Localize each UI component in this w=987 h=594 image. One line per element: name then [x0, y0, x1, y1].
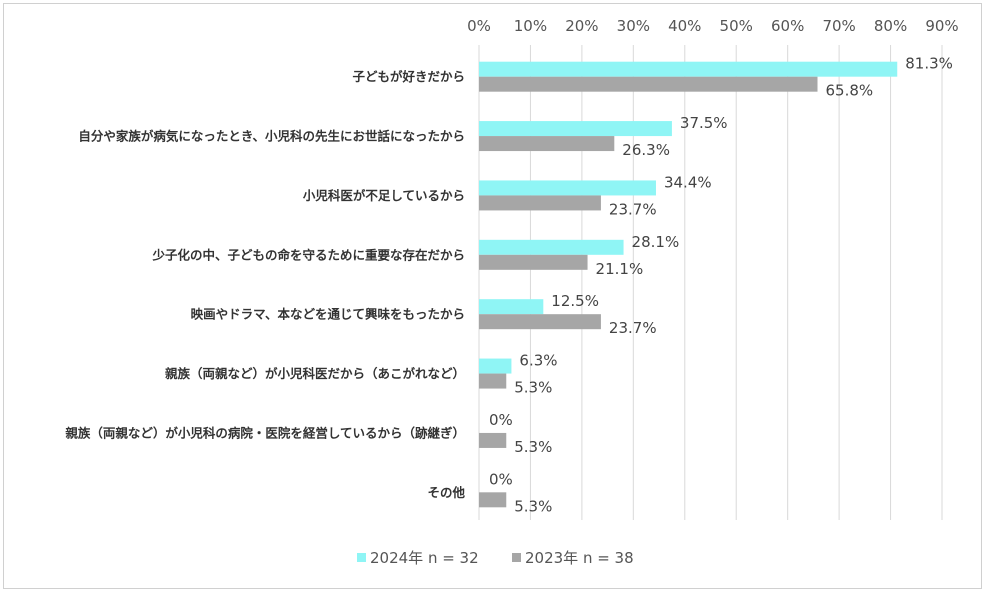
data-label: 0%	[489, 470, 513, 488]
bar	[479, 195, 601, 211]
data-label: 23.7%	[609, 200, 657, 218]
bar	[479, 76, 818, 92]
data-label: 28.1%	[632, 233, 680, 251]
category-label: 少子化の中、子どもの命を守るために重要な存在だから	[151, 247, 465, 262]
data-label: 37.5%	[680, 114, 728, 132]
bar	[479, 492, 507, 508]
bar	[479, 299, 544, 315]
data-label: 65.8%	[826, 82, 874, 100]
bar	[479, 136, 615, 152]
bar	[479, 180, 656, 196]
category-label: 親族（両親など）が小児科の病院・医院を経営しているから（跡継ぎ）	[65, 425, 465, 440]
bar	[479, 358, 512, 374]
data-label: 5.3%	[514, 497, 552, 515]
data-label: 0%	[489, 411, 513, 429]
data-label: 21.1%	[596, 260, 644, 278]
data-label: 5.3%	[514, 379, 552, 397]
x-tick-label: 70%	[822, 17, 855, 35]
bar	[479, 432, 507, 448]
x-axis-ticks: 0% 10% 20% 30% 40% 50% 60% 70% 80% 90%	[467, 17, 959, 35]
data-labels: 81.3% 65.8% 37.5% 26.3% 34.4% 23.7% 28.1% 21.1%…	[489, 55, 953, 516]
x-tick-label: 90%	[925, 17, 958, 35]
category-label: 親族（両親など）が小児科医だから（あこがれなど）	[165, 366, 465, 381]
x-tick-label: 0%	[467, 17, 491, 35]
x-tick-label: 80%	[874, 17, 907, 35]
legend-swatch	[357, 553, 366, 562]
data-label: 81.3%	[905, 55, 953, 73]
data-label: 5.3%	[514, 438, 552, 456]
category-label: 映画やドラマ、本などを通じて興味をもったから	[191, 307, 465, 322]
legend-label: 2023年 n = 38	[525, 549, 634, 567]
x-tick-label: 60%	[771, 17, 804, 35]
x-tick-label: 40%	[668, 17, 701, 35]
bar	[479, 121, 672, 137]
legend-swatch	[512, 553, 521, 562]
bar	[479, 239, 624, 255]
bar	[479, 61, 898, 77]
data-label: 12.5%	[551, 292, 599, 310]
category-labels: 子どもが好きだから自分や家族が病気になったとき、小児科の先生にお世話になったから…	[65, 69, 465, 500]
x-tick-label: 50%	[720, 17, 753, 35]
bar	[479, 254, 588, 270]
bar	[479, 373, 507, 389]
category-label: 小児科医が不足しているから	[302, 188, 465, 203]
bars	[479, 61, 898, 508]
data-label: 26.3%	[622, 141, 670, 159]
bar	[479, 314, 601, 330]
data-label: 6.3%	[519, 352, 557, 370]
legend-label: 2024年 n = 32	[370, 549, 479, 567]
chart-frame	[3, 3, 982, 589]
x-tick-label: 10%	[514, 17, 547, 35]
data-label: 34.4%	[664, 173, 712, 191]
category-label: 自分や家族が病気になったとき、小児科の先生にお世話になったから	[78, 129, 465, 144]
x-tick-label: 20%	[565, 17, 598, 35]
category-label: 子どもが好きだから	[352, 69, 465, 84]
x-tick-label: 30%	[617, 17, 650, 35]
legend: 2024年 n = 32 2023年 n = 38	[357, 549, 634, 567]
data-label: 23.7%	[609, 319, 657, 337]
category-label: その他	[427, 485, 465, 500]
